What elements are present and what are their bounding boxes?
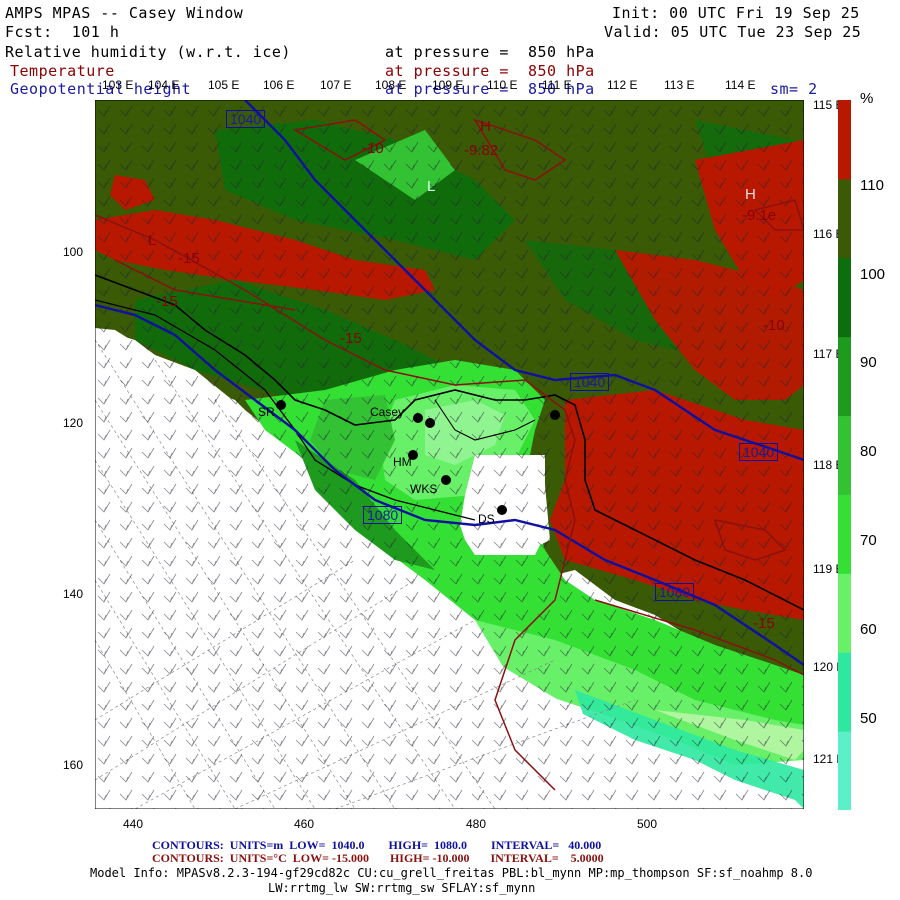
map-panel: [95, 100, 804, 809]
colorbar-level-label: 80: [860, 443, 877, 460]
longitude-label-top: 113 E: [664, 78, 695, 92]
footer-model-info-2: LW:rrtmg_lw SW:rrtmg_sw SFLAY:sf_mynn: [268, 881, 536, 895]
colorbar-swatch: [838, 257, 851, 338]
colorbar-level-label: 60: [860, 621, 877, 638]
y-tick: 120: [63, 416, 84, 430]
longitude-label-top: 103 E: [102, 78, 134, 92]
longitude-label-top: 112 E: [607, 78, 638, 92]
temp-label: -15: [753, 615, 775, 632]
longitude-label-top: 107 E: [320, 78, 352, 92]
valid-time: Valid: 05 UTC Tue 23 Sep 25: [604, 23, 862, 41]
colorbar-level-label: 70: [860, 532, 877, 549]
temp-label: -15: [156, 293, 178, 310]
longitude-label-top: 105 E: [208, 78, 240, 92]
forecast-hour: Fcst: 101 h: [5, 23, 120, 41]
y-tick: 140: [63, 587, 84, 601]
colorbar-level-label: 50: [860, 710, 877, 727]
colorbar-swatch: [838, 652, 851, 732]
colorbar-swatch: [838, 415, 851, 495]
y-tick: 160: [63, 758, 84, 772]
field-rh-label: Relative humidity (w.r.t. ice): [5, 43, 291, 61]
smoothing-label: sm= 2: [770, 80, 818, 98]
colorbar: [838, 100, 851, 810]
longitude-label-top: 114 E: [725, 78, 756, 92]
x-tick: 460: [294, 817, 315, 831]
longitude-label-top: 111 E: [542, 78, 572, 92]
x-tick: 500: [637, 817, 658, 831]
footer-model-info: Model Info: MPASv8.2.3-194-gf29cd82c CU:…: [90, 866, 813, 880]
longitude-label-top: 110 E: [487, 78, 518, 92]
init-time: Init: 00 UTC Fri 19 Sep 25: [612, 4, 860, 22]
x-tick: 440: [123, 817, 144, 831]
temp-label: -15: [340, 330, 362, 347]
temp-label: -10: [362, 140, 384, 157]
y-tick: 100: [63, 245, 84, 259]
colorbar-swatch: [838, 731, 851, 810]
colorbar-unit: %: [860, 90, 874, 107]
colorbar-level-label: 110: [860, 177, 884, 194]
field-rh-pressure: at pressure = 850 hPa: [385, 43, 595, 61]
colorbar-swatch: [838, 100, 851, 180]
station-label-sr: SR: [258, 405, 275, 419]
footer-temp-contours: CONTOURS: UNITS=°C LOW= -15.000 HIGH= -1…: [152, 851, 604, 865]
longitude-label-top: 109 E: [432, 78, 464, 92]
temp-label: -10: [763, 317, 785, 334]
height-label: 1040: [739, 443, 779, 461]
station-label-casey: Casey: [370, 405, 405, 419]
colorbar-swatch: [838, 178, 851, 259]
temp-label: -15: [178, 250, 200, 267]
station-label-hm: HM: [393, 455, 412, 469]
longitude-label-top: 104 E: [148, 78, 180, 92]
low-marker: L: [148, 232, 157, 249]
colorbar-swatch: [838, 336, 851, 417]
height-label: 1080: [363, 506, 403, 524]
colorbar-swatch: [838, 494, 851, 574]
longitude-label-top: 108 E: [375, 78, 407, 92]
field-temp-label: Temperature: [10, 62, 115, 80]
height-label: 1040: [226, 110, 266, 128]
height-label: 1040: [570, 373, 610, 391]
high-marker: H: [480, 118, 491, 135]
colorbar-swatch: [838, 573, 851, 653]
app-title: AMPS MPAS -- Casey Window: [5, 4, 244, 22]
high-marker: H: [745, 186, 756, 203]
temp-label: -9.82: [464, 142, 499, 159]
field-height-pressure: at pressure = 850 hPa: [385, 80, 595, 98]
colorbar-level-label: 100: [860, 266, 886, 283]
height-label: 1080: [655, 583, 695, 601]
field-height-label: Geopotential height: [10, 80, 192, 98]
x-tick: 480: [466, 817, 487, 831]
longitude-label-top: 106 E: [263, 78, 295, 92]
low-marker: L: [427, 178, 436, 195]
colorbar-level-label: 90: [860, 354, 877, 371]
station-label-wks: WKS: [410, 482, 438, 496]
footer-height-contours: CONTOURS: UNITS=m LOW= 1040.0 HIGH= 1080…: [152, 838, 602, 852]
field-temp-pressure: at pressure = 850 hPa: [385, 62, 595, 80]
station-label-ds: DS: [478, 512, 495, 526]
temp-label: -9.1e: [742, 207, 777, 224]
